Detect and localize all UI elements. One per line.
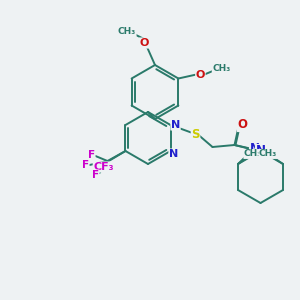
Text: F: F: [82, 160, 89, 170]
Text: N: N: [169, 149, 178, 159]
Text: O: O: [139, 38, 149, 48]
Text: CH₃: CH₃: [118, 28, 136, 37]
Text: N: N: [250, 142, 260, 154]
Text: O: O: [196, 70, 205, 80]
Text: N: N: [171, 120, 180, 130]
Text: N: N: [256, 145, 266, 158]
Text: F: F: [92, 170, 99, 180]
Text: CH₃: CH₃: [259, 149, 277, 158]
Text: F: F: [88, 150, 95, 160]
Text: CH₃: CH₃: [244, 149, 262, 158]
Text: CH₃: CH₃: [212, 64, 230, 73]
Text: S: S: [191, 128, 200, 140]
Text: O: O: [238, 118, 248, 131]
Text: CF₃: CF₃: [93, 162, 114, 172]
